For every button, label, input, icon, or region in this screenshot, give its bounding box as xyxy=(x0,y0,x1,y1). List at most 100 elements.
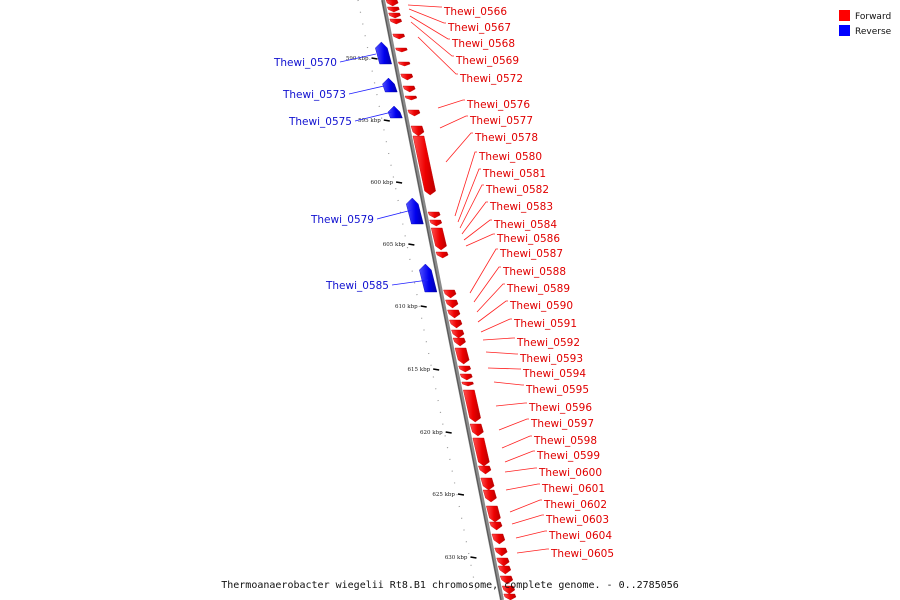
reverse-leader-line xyxy=(354,111,393,122)
forward-gene-block[interactable] xyxy=(454,347,470,365)
forward-leader-line xyxy=(501,435,532,449)
forward-gene-block[interactable] xyxy=(486,505,501,523)
gene-label-thewi-0596[interactable]: Thewi_0596 xyxy=(528,402,592,414)
gene-label-thewi-0604[interactable]: Thewi_0604 xyxy=(548,530,612,542)
gene-label-thewi-0577[interactable]: Thewi_0577 xyxy=(469,115,533,127)
forward-gene-block[interactable] xyxy=(469,423,484,437)
gene-label-thewi-0581[interactable]: Thewi_0581 xyxy=(482,168,546,180)
reverse-gene-block[interactable] xyxy=(375,41,392,65)
gene-label-thewi-0567[interactable]: Thewi_0567 xyxy=(447,22,511,34)
forward-gene-block[interactable] xyxy=(447,309,461,319)
forward-gene-block[interactable] xyxy=(429,219,443,227)
forward-leader-line xyxy=(459,184,484,229)
forward-gene-block[interactable] xyxy=(402,85,416,93)
reverse-leader-line xyxy=(348,85,385,95)
forward-gene-block[interactable] xyxy=(458,365,472,373)
forward-gene-block[interactable] xyxy=(449,319,463,329)
forward-gene-block[interactable] xyxy=(482,489,497,503)
forward-gene-block[interactable] xyxy=(445,299,459,309)
gene-label-thewi-0570[interactable]: Thewi_0570 xyxy=(273,57,337,69)
forward-gene-block[interactable] xyxy=(461,381,474,387)
reverse-gene-block[interactable] xyxy=(419,263,438,293)
gene-label-thewi-0575[interactable]: Thewi_0575 xyxy=(288,116,352,128)
forward-gene-block[interactable] xyxy=(404,95,418,101)
forward-gene-block[interactable] xyxy=(494,547,508,557)
gene-label-thewi-0591[interactable]: Thewi_0591 xyxy=(513,318,577,330)
reverse-gene-block[interactable] xyxy=(387,105,403,119)
gene-label-thewi-0583[interactable]: Thewi_0583 xyxy=(489,201,553,213)
gene-label-thewi-0601[interactable]: Thewi_0601 xyxy=(541,483,605,495)
tick-track xyxy=(357,0,479,600)
gene-label-thewi-0600[interactable]: Thewi_0600 xyxy=(538,467,602,479)
legend: Forward Reverse xyxy=(839,10,892,37)
gene-label-thewi-0566[interactable]: Thewi_0566 xyxy=(443,6,507,18)
forward-gene-block[interactable] xyxy=(388,12,401,19)
reverse-gene-block[interactable] xyxy=(406,197,424,225)
gene-label-thewi-0594[interactable]: Thewi_0594 xyxy=(522,368,586,380)
gene-label-thewi-0569[interactable]: Thewi_0569 xyxy=(455,55,519,67)
forward-gene-block[interactable] xyxy=(435,251,449,259)
leader-lines xyxy=(339,4,549,554)
forward-gene-block[interactable] xyxy=(497,565,512,575)
gene-label-thewi-0573[interactable]: Thewi_0573 xyxy=(282,89,346,101)
forward-leader-line xyxy=(463,219,492,241)
forward-gene-block[interactable] xyxy=(463,389,481,423)
gene-label-thewi-0602[interactable]: Thewi_0602 xyxy=(543,499,607,511)
forward-gene-block[interactable] xyxy=(430,227,447,251)
forward-leader-line xyxy=(487,367,521,370)
forward-gene-block[interactable] xyxy=(496,557,510,567)
forward-gene-block[interactable] xyxy=(398,61,411,67)
gene-label-thewi-0588[interactable]: Thewi_0588 xyxy=(502,266,566,278)
forward-gene-block[interactable] xyxy=(389,18,403,25)
forward-gene-block[interactable] xyxy=(491,533,506,545)
gene-label-thewi-0599[interactable]: Thewi_0599 xyxy=(536,450,600,462)
gene-label-thewi-0568[interactable]: Thewi_0568 xyxy=(451,38,515,50)
forward-gene-block[interactable] xyxy=(385,0,399,7)
gene-label-thewi-0582[interactable]: Thewi_0582 xyxy=(485,184,549,196)
forward-gene-block[interactable] xyxy=(400,73,414,81)
gene-label-thewi-0589[interactable]: Thewi_0589 xyxy=(506,283,570,295)
gene-label-thewi-0580[interactable]: Thewi_0580 xyxy=(478,151,542,163)
reverse-gene-block[interactable] xyxy=(382,77,398,93)
gene-label-thewi-0590[interactable]: Thewi_0590 xyxy=(509,300,573,312)
gene-label-thewi-0598[interactable]: Thewi_0598 xyxy=(533,435,597,447)
forward-leader-line xyxy=(461,201,488,235)
gene-label-thewi-0603[interactable]: Thewi_0603 xyxy=(545,514,609,526)
forward-gene-block[interactable] xyxy=(412,135,436,196)
gene-label-thewi-0587[interactable]: Thewi_0587 xyxy=(499,248,563,260)
forward-gene-block[interactable] xyxy=(499,575,514,585)
forward-leader-line xyxy=(504,467,537,473)
gene-label-thewi-0592[interactable]: Thewi_0592 xyxy=(516,337,580,349)
forward-gene-block[interactable] xyxy=(427,211,441,219)
forward-gene-block[interactable] xyxy=(392,33,405,40)
forward-gene-block[interactable] xyxy=(489,521,503,531)
gene-label-thewi-0584[interactable]: Thewi_0584 xyxy=(493,219,557,231)
gene-label-thewi-0585[interactable]: Thewi_0585 xyxy=(325,280,389,292)
forward-gene-block[interactable] xyxy=(478,465,492,475)
forward-gene-block[interactable] xyxy=(410,125,425,137)
gene-label-thewi-0605[interactable]: Thewi_0605 xyxy=(550,548,614,560)
forward-gene-block[interactable] xyxy=(407,109,421,117)
forward-gene-block[interactable] xyxy=(452,337,466,347)
legend-reverse-label: Reverse xyxy=(855,27,892,37)
reverse-leader-line xyxy=(339,53,377,63)
gene-label-thewi-0572[interactable]: Thewi_0572 xyxy=(459,73,523,85)
gene-label-thewi-0578[interactable]: Thewi_0578 xyxy=(474,132,538,144)
gene-label-thewi-0586[interactable]: Thewi_0586 xyxy=(496,233,560,245)
tick-mark xyxy=(457,493,465,496)
gene-label-thewi-0593[interactable]: Thewi_0593 xyxy=(519,353,583,365)
forward-gene-block[interactable] xyxy=(480,477,495,491)
forward-gene-block[interactable] xyxy=(459,373,473,381)
forward-gene-block[interactable] xyxy=(501,585,516,595)
forward-gene-block[interactable] xyxy=(387,6,400,13)
forward-gene-block[interactable] xyxy=(503,593,517,600)
forward-gene-block[interactable] xyxy=(395,47,408,53)
forward-gene-block[interactable] xyxy=(451,329,465,339)
gene-labels: Thewi_0566 Thewi_0567 Thewi_0568 Thewi_0569… xyxy=(273,6,614,560)
gene-label-thewi-0576[interactable]: Thewi_0576 xyxy=(466,99,530,111)
forward-gene-block[interactable] xyxy=(443,289,457,299)
gene-label-thewi-0595[interactable]: Thewi_0595 xyxy=(525,384,589,396)
forward-gene-block[interactable] xyxy=(472,437,490,467)
gene-label-thewi-0597[interactable]: Thewi_0597 xyxy=(530,418,594,430)
gene-label-thewi-0579[interactable]: Thewi_0579 xyxy=(310,214,374,226)
